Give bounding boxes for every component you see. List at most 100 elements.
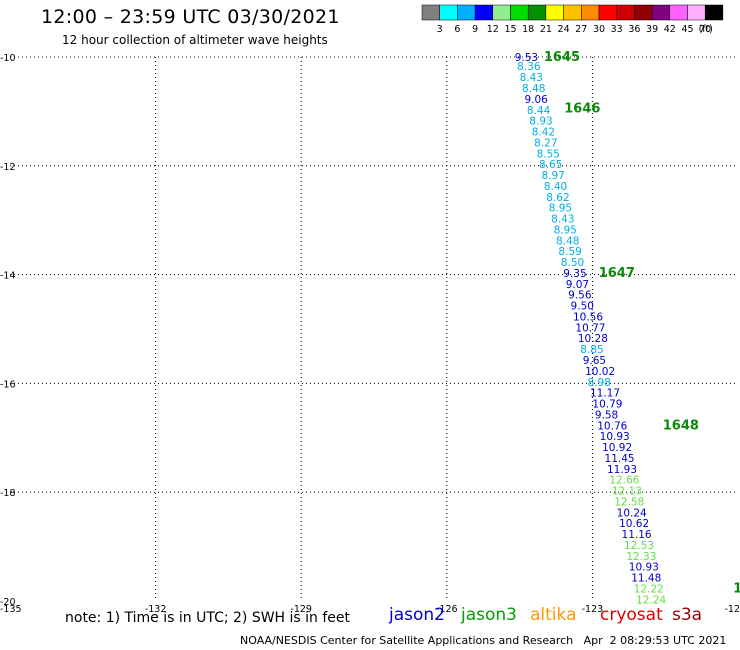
legend-label: 18 [522, 24, 534, 35]
y-tick-label: -20 [0, 597, 16, 608]
wave-height-label: 12.58 [614, 496, 644, 508]
legend-swatch [510, 4, 529, 21]
wave-height-label: 8.44 [527, 105, 551, 117]
wave-height-labels: 9.538.368.438.489.068.448.938.428.278.55… [515, 52, 667, 606]
wave-height-label: 12.13 [612, 486, 642, 498]
wave-height-label: 9.07 [566, 279, 589, 291]
cycle-label: 1647 [599, 266, 635, 281]
legend-label: 33 [611, 24, 623, 35]
legend-swatch [492, 4, 511, 21]
wave-height-label: 8.65 [539, 159, 562, 171]
legend-label: 24 [558, 24, 570, 35]
wave-height-label: 12.66 [609, 475, 639, 487]
wave-height-label: 11.93 [607, 464, 637, 476]
legend-jason3: jason3 [461, 605, 517, 625]
legend-label: 30 [593, 24, 605, 35]
footnote: note: 1) Time is in UTC; 2) SWH is in fe… [65, 610, 351, 626]
legend-jason2: jason2 [389, 605, 445, 625]
wave-height-label: 10.93 [600, 431, 630, 443]
cycle-label: 1646 [564, 102, 600, 117]
legend-cryosat: cryosat [600, 605, 663, 625]
wave-height-label: 9.65 [583, 355, 606, 367]
wave-height-label: 10.77 [575, 322, 605, 334]
legend-s3a: s3a [672, 605, 703, 625]
y-tick-label: -10 [0, 53, 16, 64]
wave-height-label: 12.53 [624, 540, 654, 552]
wave-height-label: 8.43 [520, 72, 543, 84]
legend-unit: (ft) [699, 24, 713, 35]
cycle-label: 1 [733, 581, 740, 596]
legend-swatch [527, 4, 547, 21]
wave-height-label: 10.24 [617, 507, 647, 519]
legend-label: 42 [664, 24, 676, 35]
wave-height-label: 8.48 [522, 83, 545, 95]
x-tick-label: -12 [724, 604, 740, 615]
legend-label: 3 [437, 24, 443, 35]
wave-height-label: 8.95 [554, 224, 577, 236]
wave-height-label: 8.43 [551, 214, 574, 226]
legend-swatch [563, 4, 582, 21]
wave-height-label: 8.97 [541, 170, 564, 182]
legend-label: 45 [681, 24, 693, 35]
legend-label: 21 [540, 24, 552, 35]
x-tick-label: -132 [145, 604, 167, 615]
wave-height-label: 11.16 [622, 529, 652, 541]
legend-swatch [457, 4, 476, 21]
wave-height-label: 10.02 [585, 366, 615, 378]
legend-swatch [545, 4, 564, 21]
wave-height-label: 8.62 [546, 192, 569, 204]
wave-height-label: 8.98 [588, 377, 611, 389]
cycle-label: 1648 [663, 418, 699, 433]
wave-height-label: 8.36 [517, 61, 541, 73]
legend-label: 70 [699, 24, 711, 35]
axis-tick-labels: -10 -12 -14 -16 -18 -20-135 -132 -129 -126 -123 -1… [0, 53, 740, 615]
credit-footer: NOAA/NESDIS Center for Satellite Applica… [240, 634, 727, 647]
y-tick-label: -16 [0, 379, 16, 390]
grid-lines [10, 56, 738, 601]
wave-height-label: 8.27 [534, 137, 557, 149]
wave-height-label: 10.56 [573, 311, 603, 323]
legend-label: 6 [454, 24, 460, 35]
chart-title: 12:00 – 23:59 UTC 03/30/2021 [41, 6, 340, 28]
wave-height-label: 8.40 [544, 181, 567, 193]
wave-height-label: 10.92 [602, 442, 632, 454]
wave-height-label: 9.50 [571, 301, 594, 313]
wave-height-label: 10.79 [592, 399, 622, 411]
legend-swatch [598, 4, 617, 21]
wave-height-label: 9.53 [515, 52, 538, 64]
legend-swatch [439, 4, 458, 21]
wave-height-label: 11.45 [605, 453, 635, 465]
legend-swatch [669, 4, 688, 21]
wave-height-label: 10.76 [597, 420, 627, 432]
legend-altika: altika [530, 605, 577, 625]
wave-height-label: 8.59 [558, 246, 581, 258]
y-tick-label: -14 [0, 271, 16, 282]
wave-height-label: 9.56 [568, 290, 592, 302]
wave-height-label: 10.93 [629, 562, 659, 574]
wave-height-label: 12.33 [626, 551, 656, 563]
y-tick-label: -18 [0, 488, 16, 499]
cycle-label: 1645 [544, 50, 580, 65]
wave-height-label: 10.28 [578, 333, 608, 345]
y-tick-label: -12 [0, 162, 16, 173]
x-tick-label: -129 [290, 604, 312, 615]
cycle-number-labels: 1645 1646 1647 1648 1 [544, 50, 740, 596]
x-tick-label: -135 [0, 604, 22, 615]
wave-height-label: 11.17 [590, 388, 620, 400]
legend-swatch [421, 4, 440, 21]
legend-label: 12 [487, 24, 499, 35]
chart-subtitle: 12 hour collection of altimeter wave hei… [62, 33, 328, 47]
wave-height-label: 8.48 [556, 235, 579, 247]
legend-swatch [687, 4, 706, 21]
x-tick-label: -123 [582, 604, 604, 615]
wave-height-label: 9.58 [595, 409, 618, 421]
legend-label: 27 [575, 24, 587, 35]
legend-swatch [616, 4, 635, 21]
wave-height-label: 8.93 [529, 116, 552, 128]
legend-label: 36 [628, 24, 640, 35]
wave-height-label: 8.42 [532, 127, 555, 139]
legend-swatch [581, 4, 600, 21]
wave-height-label: 8.95 [549, 203, 572, 215]
wave-height-label: 8.55 [537, 148, 560, 160]
